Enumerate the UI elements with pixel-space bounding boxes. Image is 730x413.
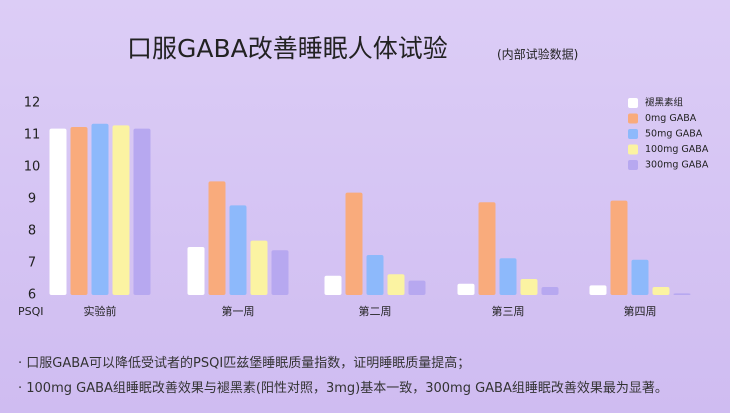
bar [589, 285, 607, 295]
bar [408, 280, 426, 295]
bar [345, 192, 363, 295]
bar [499, 258, 517, 295]
x-tick-label: 第一周 [222, 304, 255, 318]
bar [49, 128, 67, 295]
chart-subtitle: (内部试验数据) [497, 47, 578, 62]
y-tick-label: 6 [28, 288, 36, 303]
x-tick-label: 第三周 [492, 304, 525, 318]
y-tick-label: 10 [24, 160, 41, 175]
bar [366, 255, 384, 295]
bar [673, 293, 691, 295]
y-axis-label: PSQI [18, 305, 44, 318]
legend-label: 100mg GABA [645, 144, 709, 155]
x-tick-label: 第二周 [359, 304, 392, 318]
bar [208, 181, 226, 295]
legend-swatch [628, 113, 638, 124]
legend-label: 300mg GABA [645, 160, 709, 171]
bar [478, 202, 496, 295]
y-tick-label: 12 [24, 96, 41, 111]
bar [652, 287, 670, 295]
bar [250, 240, 268, 295]
bar [70, 127, 88, 295]
bar [541, 287, 559, 295]
y-tick-label: 8 [28, 224, 36, 239]
bar [457, 283, 475, 295]
legend-swatch [628, 98, 638, 108]
y-tick-label: 7 [28, 256, 36, 271]
legend-label: 0mg GABA [645, 113, 697, 124]
x-tick-label: 第四周 [624, 304, 657, 318]
bar [133, 128, 151, 295]
note: · 口服GABA可以降低受试者的PSQI匹兹堡睡眠质量指数，证明睡眠质量提高； [18, 356, 471, 371]
chart-title: 口服GABA改善睡眠人体试验 [127, 34, 448, 63]
bar [610, 200, 628, 295]
legend-swatch [628, 144, 638, 155]
note: · 100mg GABA组睡眠改善效果与褪黑素(阳性对照，3mg)基本一致，30… [18, 381, 668, 396]
legend-swatch [628, 160, 638, 170]
legend-label: 50mg GABA [645, 129, 703, 140]
bar [271, 250, 289, 295]
y-tick-label: 9 [28, 192, 36, 207]
bar [187, 247, 205, 295]
bar [91, 123, 109, 295]
bar [631, 259, 649, 295]
legend-label: 褪黑素组 [645, 97, 684, 109]
bar [387, 274, 405, 295]
legend-swatch [628, 129, 638, 139]
x-tick-label: 实验前 [84, 304, 117, 318]
y-tick-label: 11 [24, 128, 41, 143]
chart: 口服GABA改善睡眠人体试验 (内部试验数据) PSQI 6 7 8 9 10 11 12 实… [18, 34, 709, 318]
bar [229, 205, 247, 295]
bar [324, 275, 342, 295]
bar [520, 279, 538, 295]
bar [112, 125, 130, 296]
